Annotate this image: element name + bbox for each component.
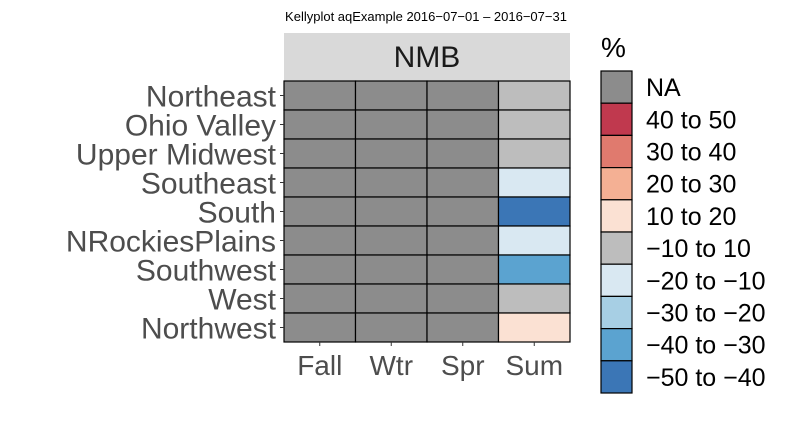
y-tick-label: Southeast xyxy=(141,168,277,201)
heatmap-cell-ohio-valley-sum xyxy=(497,109,571,140)
legend-swatch xyxy=(600,328,633,362)
heatmap-cell-southwest-spr xyxy=(426,254,500,285)
y-tick-label: Ohio Valley xyxy=(125,110,276,143)
heatmap-cell-southeast-sum xyxy=(497,167,571,198)
heatmap-cell-southwest-fall xyxy=(283,254,357,285)
heatmap-cell-west-sum xyxy=(497,283,571,314)
heatmap-cell-nrockiesplains-spr xyxy=(426,225,500,256)
x-tick-label: Wtr xyxy=(369,350,413,381)
legend-label: 30 to 40 xyxy=(646,139,736,167)
legend-label: −20 to −10 xyxy=(646,267,766,295)
legend-swatch xyxy=(600,167,633,201)
heatmap-cell-southwest-sum xyxy=(497,254,571,285)
heatmap-cell-northeast-sum xyxy=(497,80,571,111)
legend-swatch xyxy=(600,102,633,136)
heatmap-cell-west-fall xyxy=(283,283,357,314)
heatmap-cell-northeast-spr xyxy=(426,80,500,111)
legend-swatch xyxy=(600,134,633,169)
y-tick-label: Southwest xyxy=(136,255,277,288)
legend-label: −50 to −40 xyxy=(646,364,766,392)
facet-strip-label: NMB xyxy=(394,41,461,74)
heatmap-cell-nrockiesplains-sum xyxy=(497,225,571,256)
legend-label: 20 to 30 xyxy=(646,171,736,199)
heatmap-cell-west-wtr xyxy=(354,283,428,314)
heatmap-cells xyxy=(283,80,571,343)
facet-strip: NMB xyxy=(284,33,570,81)
heatmap-cell-southeast-spr xyxy=(426,167,500,198)
legend-swatch xyxy=(600,231,633,265)
heatmap-cell-northwest-fall xyxy=(283,312,357,343)
legend-label: NA xyxy=(646,74,681,102)
heatmap-cell-upper-midwest-fall xyxy=(283,138,357,169)
y-tick-label: Northwest xyxy=(141,313,277,346)
heatmap-cell-northwest-wtr xyxy=(354,312,428,343)
x-tick-label: Spr xyxy=(441,350,485,381)
y-tick-label: South xyxy=(198,197,276,230)
heatmap-cell-south-wtr xyxy=(354,196,428,227)
y-tick-label: NRockiesPlains xyxy=(66,226,276,259)
heatmap-cell-nrockiesplains-fall xyxy=(283,225,357,256)
x-tick-label: Sum xyxy=(505,350,563,381)
chart-title: Kellyplot aqExample 2016−07−01 – 2016−07… xyxy=(285,9,567,24)
facet-strip-background xyxy=(284,33,570,81)
x-axis-labels: Fall Wtr Spr Sum xyxy=(297,342,563,381)
legend-label: −10 to 10 xyxy=(646,235,751,263)
heatmap-cell-upper-midwest-sum xyxy=(497,138,571,169)
legend-swatch xyxy=(600,199,633,233)
heatmap-cell-nrockiesplains-wtr xyxy=(354,225,428,256)
y-tick-label: West xyxy=(208,284,276,317)
legend: % NA 40 to 50 30 to 40 20 to 30 10 to 20 −10 t… xyxy=(600,32,766,394)
heatmap-cell-south-sum xyxy=(497,196,571,227)
heatmap-cell-ohio-valley-wtr xyxy=(354,109,428,140)
heatmap-cell-ohio-valley-spr xyxy=(426,109,500,140)
heatmap-cell-southwest-wtr xyxy=(354,254,428,285)
heatmap-cell-southeast-wtr xyxy=(354,167,428,198)
legend-label: 40 to 50 xyxy=(646,106,736,134)
y-tick-label: Upper Midwest xyxy=(76,139,277,172)
heatmap-cell-southeast-fall xyxy=(283,167,357,198)
heatmap-cell-ohio-valley-fall xyxy=(283,109,357,140)
heatmap-cell-west-spr xyxy=(426,283,500,314)
legend-title: % xyxy=(601,32,626,63)
heatmap-cell-northwest-spr xyxy=(426,312,500,343)
heatmap-cell-northwest-sum xyxy=(497,312,571,343)
legend-label: −30 to −20 xyxy=(646,300,766,328)
legend-swatch xyxy=(600,360,633,394)
legend-swatch xyxy=(600,295,633,330)
y-tick-label: Northeast xyxy=(146,81,277,114)
legend-swatch xyxy=(600,70,633,104)
heatmap-cell-northeast-wtr xyxy=(354,80,428,111)
heatmap-cell-south-spr xyxy=(426,196,500,227)
heatmap-cell-northeast-fall xyxy=(283,80,357,111)
heatmap-cell-upper-midwest-wtr xyxy=(354,138,428,169)
legend-swatch xyxy=(600,263,633,298)
heatmap-cell-upper-midwest-spr xyxy=(426,138,500,169)
legend-label: −40 to −30 xyxy=(646,332,766,360)
heatmap-cell-south-fall xyxy=(283,196,357,227)
legend-label: 10 to 20 xyxy=(646,203,736,231)
x-tick-label: Fall xyxy=(297,350,342,381)
